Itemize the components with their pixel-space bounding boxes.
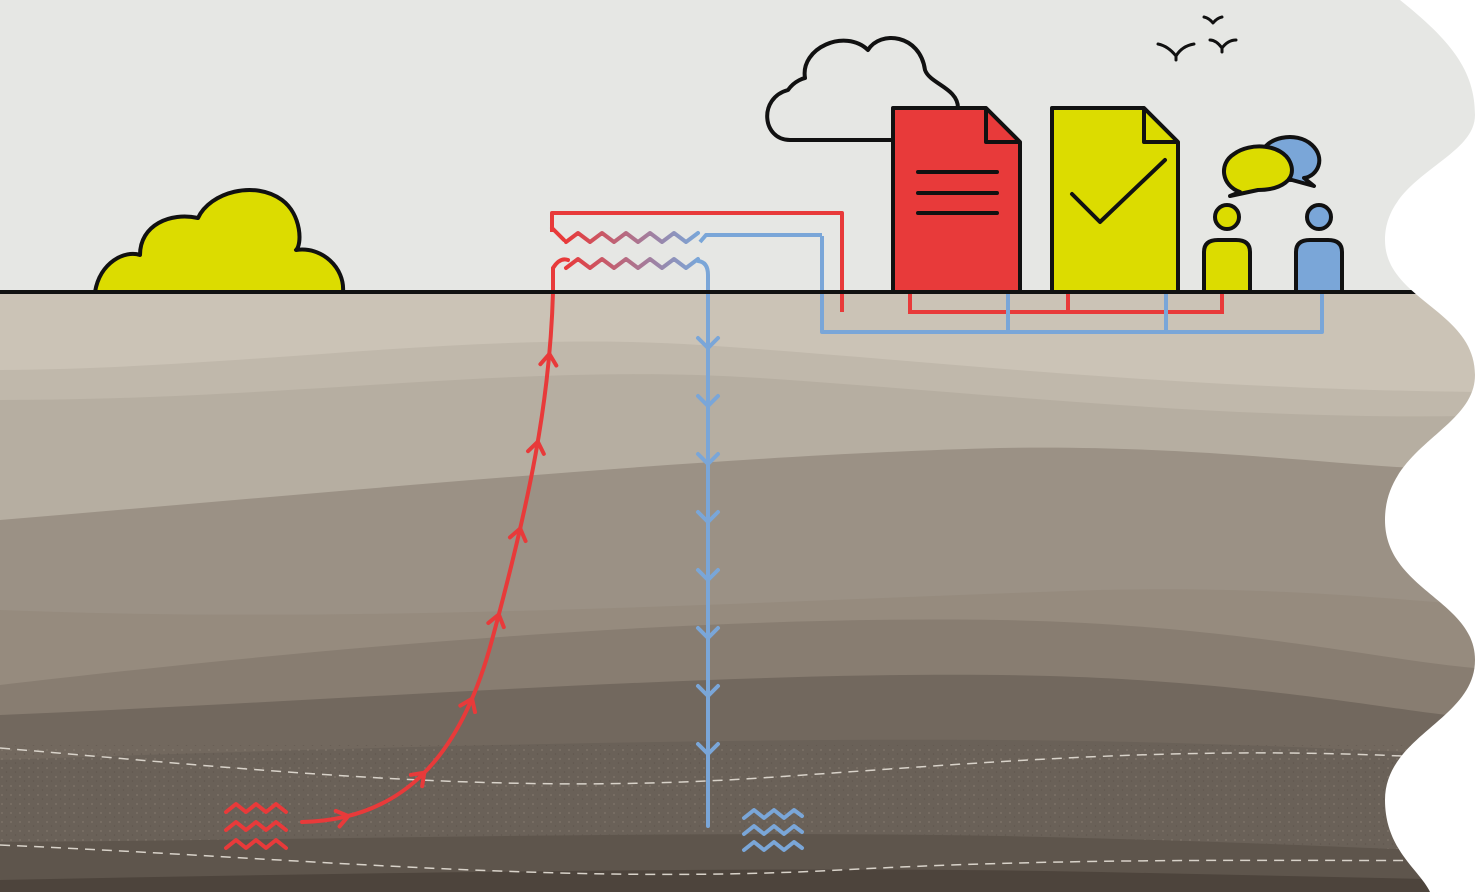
cold-pipe-loop [820,236,1324,334]
hot-flow-arrow-icon [526,439,546,456]
production-well-pipe [551,257,570,292]
approved-document-icon [1050,106,1180,294]
bush-icon [93,188,346,294]
hot-supply-line [550,211,844,232]
hot-flow-arrow-icon [538,351,559,368]
check-icon [1070,158,1167,224]
cold-flow-arrow-icon [696,510,720,524]
soil-strata [0,292,1475,892]
hot-supply-tick [550,226,566,242]
cold-flow-arrow-icon [696,568,720,582]
aquifer-boundary-top [0,747,1475,785]
production-flow-arrows [333,351,559,829]
document-icon [891,106,1022,294]
injection-well-pipe [696,259,710,828]
production-well-curve [300,290,555,824]
cold-flow-arrow-icon [696,394,720,408]
cold-flow-arrow-icon [696,336,720,350]
heat-exchanger-icon [564,231,700,270]
cold-water-icon [742,808,804,852]
soil-layer-10 [0,869,1475,892]
hot-water-icon [224,802,288,850]
person-icon [1202,203,1252,294]
hot-flow-arrow-icon [408,770,427,789]
cold-flow-arrow-icon [696,742,720,756]
injection-flow-arrows [696,336,720,756]
hot-flow-arrow-icon [458,696,478,715]
pipe-network [550,211,1324,334]
birds-icon [1156,15,1238,62]
cold-return-line [698,233,822,244]
hot-flow-arrow-icon [507,526,528,544]
page-edge [1385,0,1475,892]
person-icon-2 [1294,203,1344,294]
cold-flow-arrow-icon [696,452,720,466]
cold-flow-arrow-icon [696,684,720,698]
hot-flow-arrow-icon [486,612,506,630]
cold-flow-arrow-icon [696,626,720,640]
speech-bubbles-icon [1222,135,1322,198]
aquifer-boundary-bottom [0,844,1475,876]
hot-flow-arrow-icon [333,808,351,829]
